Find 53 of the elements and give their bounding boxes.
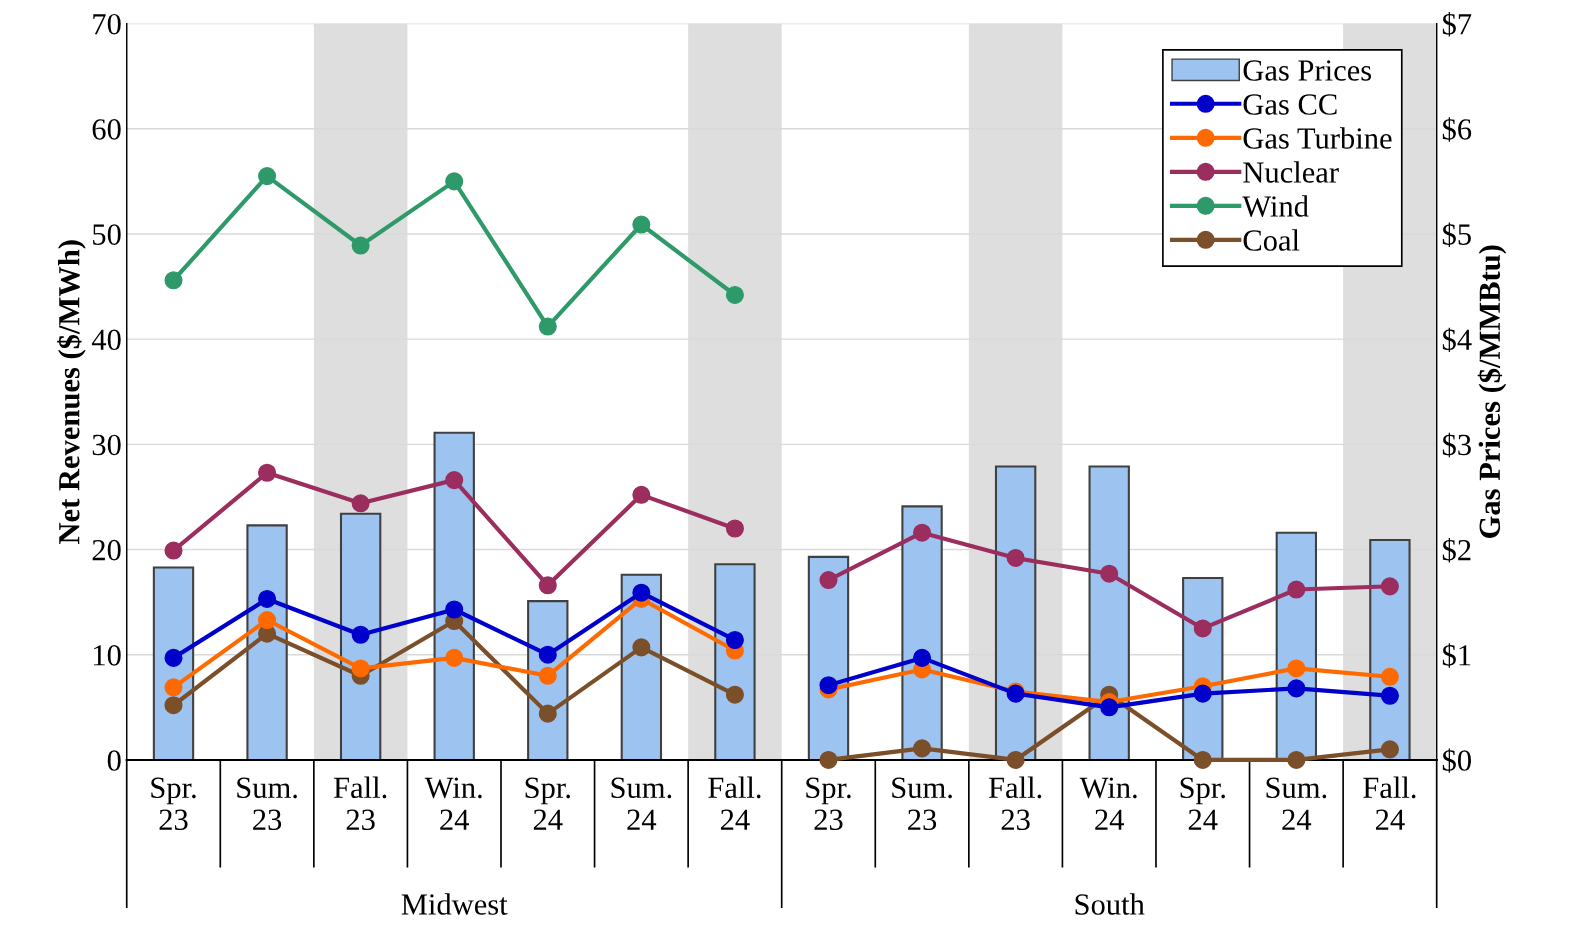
point (164, 696, 183, 715)
point (258, 167, 277, 186)
x-tick-label: Fall. 24 (1363, 776, 1416, 830)
text: South (1075, 893, 1145, 915)
point (351, 659, 370, 678)
point (538, 317, 557, 336)
x-tick-label: Win. 24 (1079, 777, 1137, 830)
x-tick-label: Spr. 23 (806, 777, 851, 831)
x-tick-label: Spr. 24 (1180, 777, 1225, 830)
legend-label: Gas Prices (1243, 60, 1372, 81)
x-tick-label: Fall. 23 (333, 776, 387, 831)
y-tick-label: 70 (93, 13, 121, 35)
y2-tick-label: $4 (1442, 327, 1472, 353)
point (445, 172, 464, 191)
y2-axis-title: Gas Prices ($/MMBtu) (1477, 245, 1507, 538)
x-tick-label: Fall. 24 (708, 776, 761, 830)
x-tick-label: Spr. 24 (525, 777, 570, 830)
y-axis-title: Net Revenues ($/MWh) (57, 240, 86, 544)
y2-tick-label: $6 (1442, 117, 1472, 142)
y-tick-label: 20 (92, 539, 121, 561)
x-tick-label: Sum. 23 (237, 777, 297, 831)
y2-tick-label: $1 (1442, 643, 1471, 668)
y2-tick-label: $7 (1442, 12, 1472, 37)
y-tick-label: 0 (107, 750, 121, 771)
y2-tick-label: $3 (1442, 432, 1471, 458)
x-tick-label: Fall. 23 (988, 776, 1042, 831)
x-tick-label: Win. 24 (424, 777, 482, 830)
y-tick-label: 10 (93, 645, 121, 666)
point (351, 236, 370, 255)
x-tick-label: Spr. 23 (151, 777, 196, 831)
point (538, 704, 557, 723)
legend-label: Nuclear (1243, 161, 1339, 183)
y2-tick-label: $5 (1442, 222, 1471, 247)
legend-label: Gas CC (1243, 94, 1337, 115)
point (725, 285, 744, 305)
y2-tick-label: $0 (1442, 748, 1471, 773)
y2-tick-label: $2 (1442, 538, 1471, 563)
legend-label: Wind (1242, 195, 1309, 217)
legend-label: Coal (1243, 229, 1300, 251)
y-tick-label: 50 (93, 224, 121, 245)
point (164, 678, 183, 697)
y-tick-label: 40 (91, 329, 121, 351)
x-tick-label: Sum. 23 (892, 777, 952, 831)
x-tick-label: Sum. 24 (1266, 777, 1327, 830)
point (164, 271, 183, 290)
legend-label: Gas Turbine (1243, 127, 1392, 149)
x-tick-label: Sum. 24 (611, 777, 672, 830)
point (632, 215, 651, 234)
y-tick-label: 60 (92, 119, 121, 140)
y-tick-label: 30 (92, 434, 121, 456)
point (538, 666, 557, 685)
point (725, 685, 744, 704)
text: Midwest (401, 893, 508, 915)
